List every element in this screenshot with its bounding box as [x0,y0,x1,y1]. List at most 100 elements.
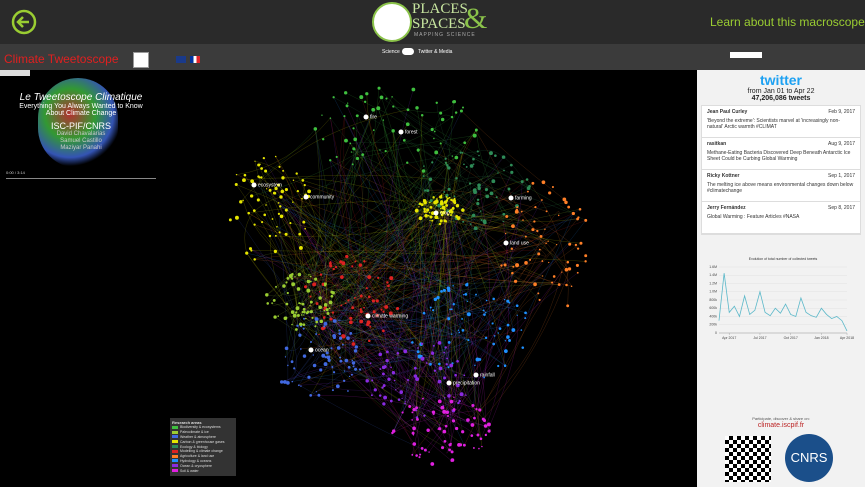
node [533,282,537,287]
edge [290,275,425,314]
node [413,374,418,378]
node [437,203,441,208]
node [548,261,550,264]
node [280,189,285,194]
footer-url[interactable]: climate.iscpif.fr [757,422,805,429]
edge [308,208,581,276]
home-button[interactable] [133,52,149,68]
node [458,331,461,334]
node [433,137,435,140]
node [426,208,430,212]
node [501,155,506,159]
node [341,261,346,266]
node [345,254,349,259]
edge [269,235,298,326]
edge [300,124,408,249]
edge [428,271,563,453]
edge [425,329,514,451]
node [448,196,451,199]
node [411,411,414,414]
edge [280,206,468,302]
edge [436,152,567,270]
node [371,107,376,112]
edge [367,380,473,426]
about-link[interactable]: Learn about this macroscope [710,15,865,29]
edge [311,284,367,312]
node [250,179,254,184]
node [469,164,474,168]
edge [419,200,439,298]
edge [436,102,481,212]
node [493,335,496,337]
node [305,317,307,320]
edge [430,216,458,410]
node [363,100,367,104]
node [242,178,246,183]
edge [381,97,529,189]
video-time: 0:00 / 3:14 [6,170,25,175]
node [383,395,388,400]
node [358,263,363,267]
edge [416,212,444,420]
legend-item: Weather & atmosphere [172,435,234,440]
node [368,339,371,343]
video-progress[interactable] [6,178,156,179]
edge [324,166,467,318]
node [413,366,417,370]
edge [430,220,586,365]
node [514,209,519,214]
edge [422,199,433,207]
app-title: Climate Tweetoscope [4,52,119,66]
search-box[interactable] [730,52,762,58]
node [436,295,440,300]
video-tab[interactable] [0,70,30,76]
node [472,163,475,165]
edge [291,306,300,325]
edge [299,302,413,343]
node [296,314,300,317]
node [257,163,261,167]
node [387,284,390,288]
y-tick-label: 600k [709,306,717,310]
edge [383,120,444,214]
edge [453,183,473,410]
flag-fr[interactable] [190,56,200,63]
edge [496,197,513,303]
node [302,354,307,358]
edge [305,194,374,302]
node [302,307,306,311]
edge [299,274,467,396]
toggle-switch[interactable] [402,48,414,55]
node [341,334,346,339]
node [386,281,389,284]
back-button[interactable] [10,8,40,38]
edge [244,175,299,316]
edge [300,275,543,350]
node [365,379,369,383]
edge [304,170,505,313]
node [344,91,348,95]
node [461,208,465,212]
flag-en[interactable] [176,56,186,63]
node [385,358,389,363]
edge [320,274,470,315]
edge [308,376,345,382]
edge [443,151,478,193]
node [429,199,433,203]
edge [308,143,351,291]
node [574,243,578,247]
edge [412,284,536,456]
node [418,206,420,208]
node [551,185,554,189]
edge [491,193,579,249]
node [443,440,447,443]
edge [445,164,518,316]
node [426,211,428,213]
edge [423,170,445,398]
edge [348,364,431,378]
edge [412,221,447,434]
node [248,247,253,251]
edge [278,213,379,279]
node [350,373,353,376]
node [369,362,372,365]
